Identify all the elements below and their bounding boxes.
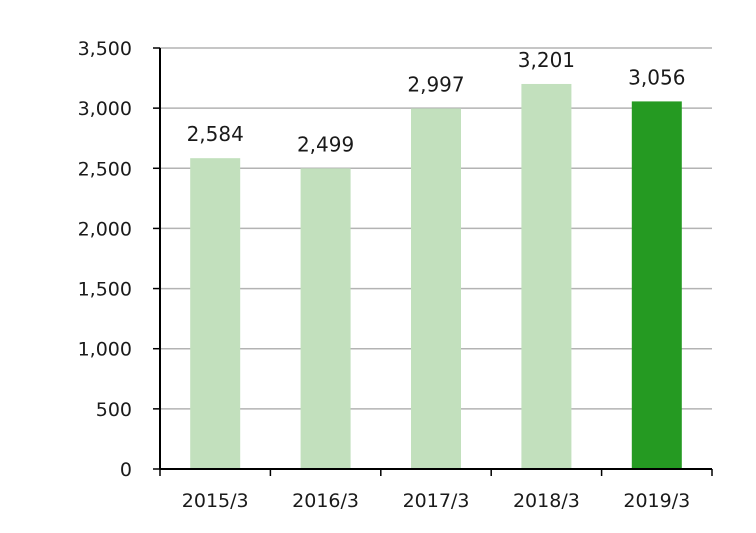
data-label: 2,584 [187, 122, 244, 146]
y-tick-label: 500 [96, 399, 132, 421]
data-label: 2,499 [297, 132, 354, 156]
x-tick-label: 2016/3 [292, 490, 359, 512]
y-tick-label: 0 [120, 459, 132, 481]
data-label: 3,056 [628, 65, 685, 89]
axes [153, 47, 713, 476]
x-tick-label: 2019/3 [623, 490, 690, 512]
bar-2017-3 [411, 108, 461, 469]
x-tick-label: 2018/3 [513, 490, 580, 512]
bar-2018-3 [521, 83, 572, 470]
y-tick-label: 2,500 [78, 158, 132, 180]
bar-2016-3 [300, 168, 351, 469]
bar-2015-3 [190, 158, 241, 470]
x-tick-label: 2015/3 [182, 490, 249, 512]
labels: 0 500 1,000 1,500 2,000 2,500 3,000 3,500 2,584 2… [78, 38, 691, 512]
x-tick-label: 2017/3 [403, 490, 470, 512]
data-label: 3,201 [518, 48, 575, 72]
y-tick-label: 1,000 [78, 339, 132, 361]
y-tick-label: 3,000 [78, 98, 132, 120]
y-tick-label: 3,500 [78, 38, 132, 60]
y-tick-label: 1,500 [78, 279, 132, 301]
data-label: 2,997 [407, 73, 464, 97]
bars [190, 83, 682, 470]
bar-2019-3 [631, 101, 682, 469]
y-tick-label: 2,000 [78, 218, 132, 240]
